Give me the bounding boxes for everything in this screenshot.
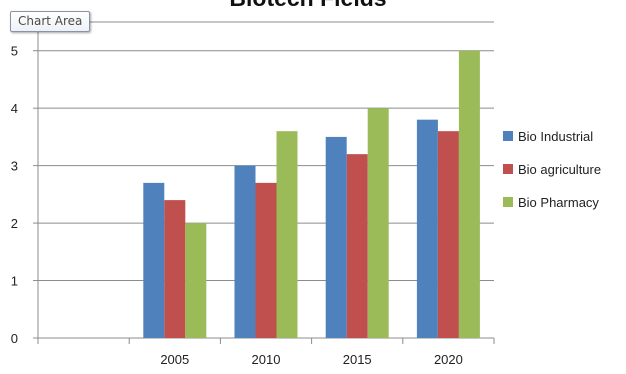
- legend-label: Bio Pharmacy: [518, 195, 599, 210]
- y-tick-label: 5: [11, 44, 18, 59]
- legend-label: Bio Industrial: [518, 129, 593, 144]
- legend-swatch: [503, 164, 513, 174]
- bar: [437, 131, 459, 338]
- legend-swatch: [503, 131, 513, 141]
- chart-title: Biotech Fields: [229, 0, 386, 11]
- bar: [255, 182, 277, 338]
- bar: [458, 50, 480, 339]
- bar: [185, 223, 207, 338]
- y-tick-label: 0: [11, 331, 18, 346]
- y-tick-label: 1: [11, 274, 18, 289]
- bar: [325, 136, 347, 338]
- bar: [276, 131, 298, 338]
- y-tick-label: 2: [11, 216, 18, 231]
- x-tick-label: 2020: [434, 352, 463, 367]
- y-tick-label: 4: [11, 101, 18, 116]
- bar: [234, 165, 256, 338]
- chart-area-tooltip: Chart Area: [10, 11, 91, 32]
- bar: [416, 119, 438, 338]
- bar: [164, 200, 186, 338]
- x-tick-label: 2015: [343, 352, 372, 367]
- bar: [143, 182, 165, 338]
- bar: [346, 154, 368, 338]
- x-tick-label: 2010: [252, 352, 281, 367]
- x-tick-label: 2005: [160, 352, 189, 367]
- y-tick-label: 3: [11, 159, 18, 174]
- legend-label: Bio agriculture: [518, 162, 601, 177]
- bar: [367, 108, 389, 338]
- legend-swatch: [503, 197, 513, 207]
